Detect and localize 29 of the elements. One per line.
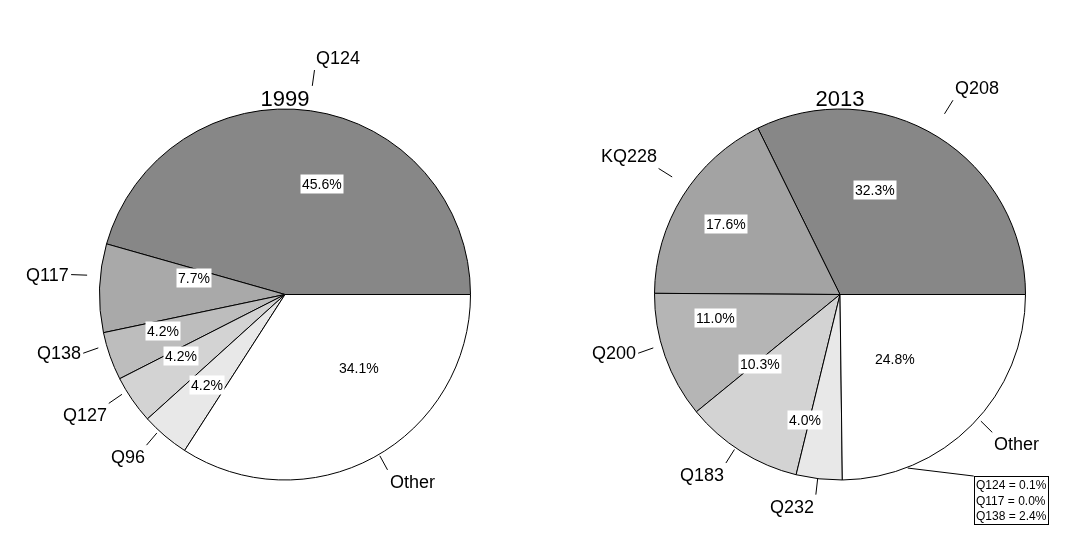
text: 1999 <box>260 86 310 111</box>
slice-label: Q138 <box>37 343 82 363</box>
data-label: 4.2% <box>165 348 197 364</box>
data-label: 24.8% <box>875 351 915 367</box>
slice-label: Q232 <box>770 497 815 517</box>
slice-label: Q124 <box>316 48 361 68</box>
slice-label: Q208 <box>955 78 1000 98</box>
slice-label: Q127 <box>63 405 108 425</box>
text: Q117 = 0.0% <box>976 493 1046 508</box>
chart-title: 2013 <box>815 86 865 111</box>
text: Q124 = 0.1% <box>976 478 1047 492</box>
data-label: 34.1% <box>339 360 379 376</box>
slice-label: Q117 <box>26 265 69 285</box>
data-label: 32.3% <box>855 182 895 198</box>
slice-label: Q183 <box>680 465 725 485</box>
data-label: 17.6% <box>706 216 746 232</box>
data-label: 11.0% <box>696 310 735 326</box>
data-label: 4.2% <box>191 377 223 393</box>
data-label: 7.7% <box>178 270 210 286</box>
data-label: 4.0% <box>789 412 821 428</box>
data-label: 45.6% <box>302 176 342 192</box>
slice-label: Other <box>994 434 1040 454</box>
data-label: 4.2% <box>147 323 179 339</box>
slice-label: KQ228 <box>601 146 658 166</box>
slice-label: Q96 <box>111 447 146 467</box>
slice-label: Other <box>390 472 436 492</box>
data-label: 10.3% <box>740 356 780 372</box>
slice-label: Q200 <box>592 343 637 363</box>
text: Q138 = 2.4% <box>976 509 1047 524</box>
